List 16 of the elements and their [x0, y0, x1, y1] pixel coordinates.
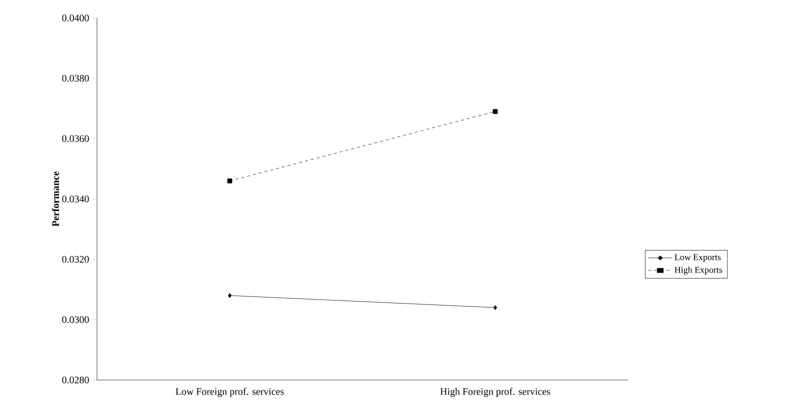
y-tick-label: 0.0300 — [62, 316, 89, 324]
y-tick-label: 0.0360 — [62, 135, 89, 142]
y-tick-label: 0.0340 — [62, 196, 89, 202]
y-tick-label: 0.0280 — [62, 376, 89, 384]
x-tick-label: High Foreign prof. services — [440, 388, 550, 397]
legend-label: High Exports — [674, 266, 722, 275]
point — [493, 305, 498, 310]
legend-label: Low Exports — [674, 254, 721, 262]
y-tick-label: 0.0320 — [62, 256, 89, 263]
y-tick-label: 0.0400 — [62, 14, 89, 22]
point — [492, 109, 498, 114]
point — [227, 178, 232, 184]
y-tick-label: 0.0380 — [62, 74, 89, 82]
y-axis-title: Performance — [52, 172, 59, 226]
x-tick-label: Low Foreign prof. services — [176, 388, 284, 397]
point — [228, 293, 232, 298]
